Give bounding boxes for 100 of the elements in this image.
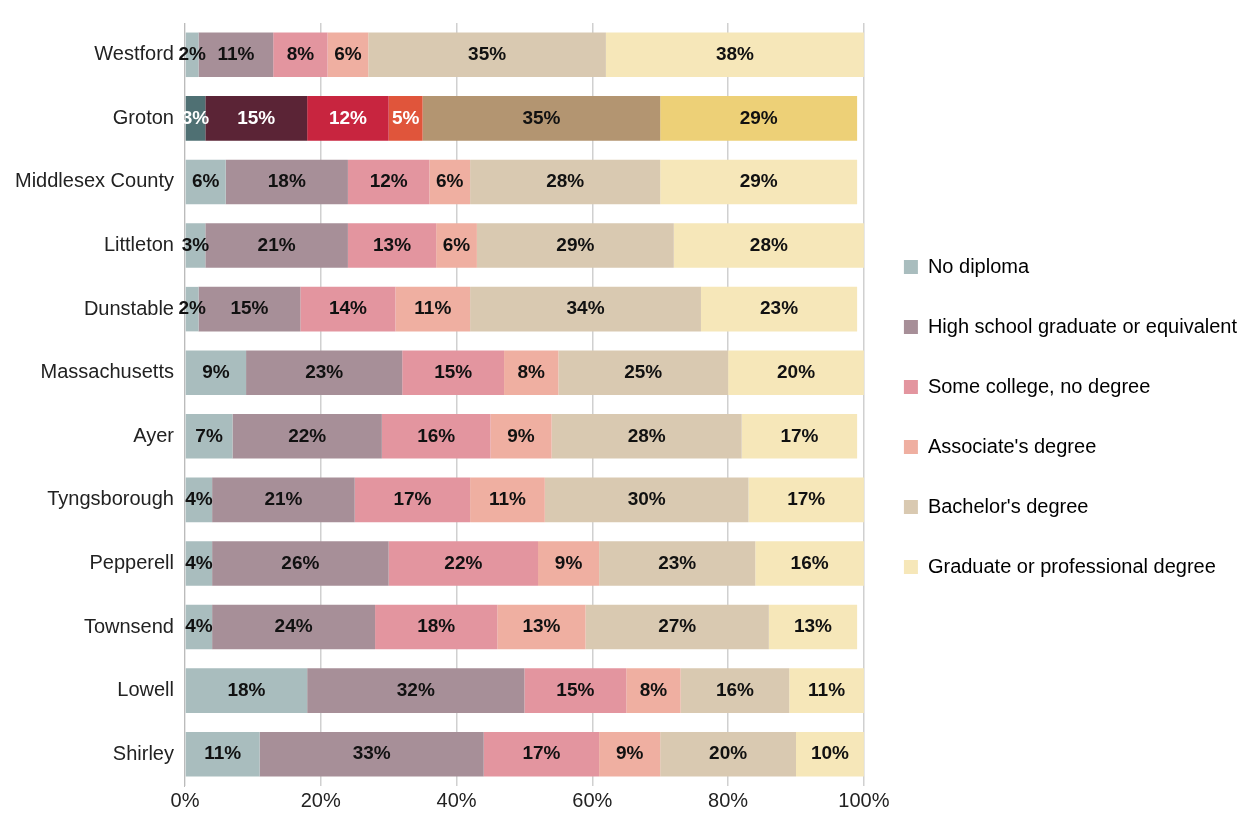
bar: [700, 286, 858, 332]
data-label: 16%: [790, 551, 829, 573]
bar: [741, 414, 858, 459]
bar: [259, 731, 484, 777]
data-label: 21%: [264, 488, 303, 510]
data-label: 20%: [709, 742, 748, 764]
data-label: 23%: [305, 360, 344, 382]
data-label: 15%: [556, 678, 595, 700]
bar: [225, 159, 348, 205]
bar: [185, 414, 233, 459]
bar: [185, 668, 308, 713]
data-label: 28%: [546, 170, 585, 192]
bar: [538, 541, 600, 586]
data-label: 4%: [185, 488, 213, 510]
data-label: 35%: [522, 106, 561, 128]
bar: [673, 223, 864, 268]
data-label: 11%: [204, 742, 242, 764]
data-label: 25%: [624, 360, 663, 382]
bar: [212, 541, 389, 586]
bar: [755, 541, 864, 586]
data-label: 5%: [391, 106, 420, 128]
bar: [381, 414, 491, 459]
bar: [768, 604, 858, 650]
data-label: 22%: [288, 424, 327, 446]
x-tick-label: 80%: [708, 788, 749, 811]
bar: [422, 96, 661, 141]
bar: [347, 159, 430, 205]
data-label: 17%: [787, 488, 826, 510]
bar: [395, 286, 471, 332]
data-label: 6%: [191, 170, 220, 192]
bar: [232, 414, 382, 459]
bar: [347, 223, 437, 268]
x-tick-label: 60%: [572, 788, 613, 811]
data-label: 29%: [556, 233, 595, 255]
data-label: 18%: [417, 615, 456, 637]
bar: [273, 32, 328, 78]
bar: [307, 96, 389, 141]
legend-label: Bachelor's degree: [927, 494, 1089, 517]
bar: [626, 668, 681, 713]
data-label: 29%: [739, 170, 778, 192]
data-label: 27%: [658, 615, 697, 637]
legend-label: Graduate or professional degree: [927, 554, 1216, 577]
data-label: 20%: [777, 360, 816, 382]
data-label: 13%: [522, 615, 561, 637]
bar: [212, 604, 376, 650]
bar: [680, 668, 790, 713]
legend-label: No diploma: [927, 254, 1030, 277]
data-label: 8%: [517, 360, 546, 382]
data-label: 6%: [334, 43, 362, 65]
bar: [728, 350, 864, 395]
data-label: 18%: [227, 678, 266, 700]
bar: [599, 731, 661, 777]
bar: [660, 96, 858, 141]
y-tick-label: Lowell: [117, 678, 174, 701]
data-label: 18%: [267, 170, 306, 192]
bar: [402, 350, 505, 395]
bar: [605, 32, 864, 78]
data-label: 32%: [396, 678, 435, 700]
data-label: 33%: [352, 742, 391, 764]
y-tick-label: Groton: [112, 105, 174, 128]
data-label: 15%: [237, 106, 276, 128]
y-tick-label: Shirley: [112, 741, 174, 764]
bar: [307, 668, 525, 713]
bar: [354, 477, 471, 523]
y-tick-label: Middlesex County: [15, 169, 174, 192]
data-label: 15%: [434, 360, 473, 382]
legend-label: High school graduate or equivalent: [927, 314, 1238, 337]
bar: [375, 604, 498, 650]
data-label: 21%: [257, 233, 296, 255]
bar: [185, 731, 260, 777]
bar: [504, 350, 559, 395]
data-label: 3%: [181, 233, 210, 255]
x-tick-label: 40%: [436, 788, 477, 811]
data-label: 23%: [760, 297, 799, 319]
data-label: 6%: [442, 233, 471, 255]
data-label: 7%: [195, 424, 223, 446]
data-label: 4%: [185, 551, 213, 573]
data-label: 26%: [281, 551, 320, 573]
y-tick-label: Pepperell: [89, 550, 174, 573]
data-label: 14%: [328, 297, 368, 319]
bar: [470, 286, 701, 332]
y-tick-label: Ayer: [133, 423, 175, 446]
y-tick-label: Littleton: [103, 233, 174, 256]
data-label: 9%: [202, 360, 230, 382]
data-label: 12%: [328, 106, 368, 128]
data-label: 4%: [185, 615, 213, 637]
bar: [246, 350, 403, 395]
bar: [476, 223, 674, 268]
bar: [524, 668, 627, 713]
data-label: 2%: [178, 43, 206, 65]
bar: [470, 477, 545, 523]
data-label: 9%: [507, 424, 535, 446]
bar: [585, 604, 769, 650]
bar: [470, 159, 661, 205]
data-label: 23%: [658, 551, 697, 573]
bar: [660, 159, 858, 205]
bar: [185, 350, 247, 395]
data-label: 11%: [217, 43, 255, 65]
data-label: 9%: [554, 551, 583, 573]
data-label: 2%: [178, 297, 206, 319]
